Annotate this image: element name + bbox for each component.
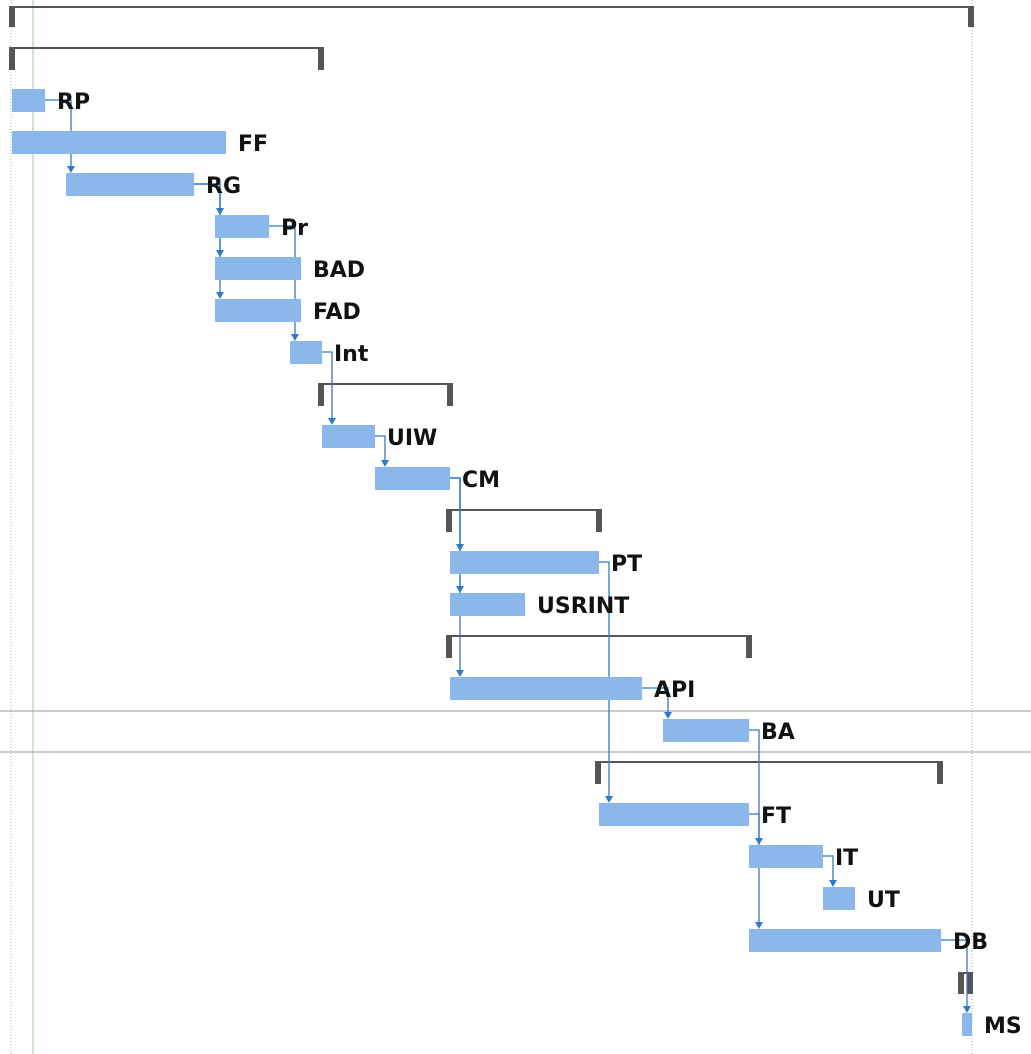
- task-bar-usrint[interactable]: [450, 593, 525, 616]
- task-bar-rg[interactable]: [66, 173, 194, 196]
- task-label-int: Int: [334, 342, 369, 367]
- task-bar-db[interactable]: [749, 929, 941, 952]
- summary-bar-backend[interactable]: [446, 635, 752, 658]
- task-label-fad: FAD: [313, 300, 361, 325]
- task-bar-cm[interactable]: [375, 467, 450, 490]
- summary-bar-frontend[interactable]: [446, 509, 602, 532]
- dependency-link-db-ms: [941, 939, 971, 1013]
- task-bar-rp[interactable]: [12, 89, 45, 112]
- summary-bar-release[interactable]: [958, 972, 973, 994]
- task-label-rp: RP: [57, 90, 90, 115]
- task-label-cm: CM: [462, 468, 500, 493]
- task-label-ms: MS: [984, 1014, 1022, 1039]
- task-bar-api[interactable]: [450, 677, 642, 700]
- task-label-db: DB: [953, 930, 988, 955]
- task-label-api: API: [654, 678, 695, 703]
- task-label-it: IT: [835, 846, 858, 871]
- task-label-bad: BAD: [313, 258, 365, 283]
- task-label-uiw: UIW: [387, 426, 437, 451]
- task-bar-bad[interactable]: [215, 257, 301, 280]
- dependency-link-rg-fad: [194, 183, 224, 299]
- task-label-pr: Pr: [281, 216, 308, 241]
- task-bar-fad[interactable]: [215, 299, 301, 322]
- task-bar-ms[interactable]: [962, 1013, 972, 1036]
- dependency-link-uiw-cm: [375, 435, 389, 467]
- task-bar-int[interactable]: [290, 341, 322, 364]
- task-bar-ff[interactable]: [12, 131, 226, 154]
- summary-bar-testing[interactable]: [595, 761, 943, 784]
- task-bar-pt[interactable]: [450, 551, 599, 574]
- summary-bar-planning[interactable]: [9, 47, 324, 70]
- task-label-ff: FF: [238, 132, 268, 157]
- task-bars: [12, 89, 972, 1036]
- task-bar-ft[interactable]: [599, 803, 749, 826]
- task-bar-ba[interactable]: [663, 719, 749, 742]
- summary-bar-project[interactable]: [9, 6, 974, 27]
- task-label-ba: BA: [761, 720, 795, 745]
- dependency-link-ba-db: [749, 729, 763, 929]
- task-label-ut: UT: [867, 888, 900, 913]
- task-label-rg: RG: [206, 174, 241, 199]
- task-bar-ut[interactable]: [823, 887, 855, 910]
- dependency-link-cm-api: [450, 477, 464, 677]
- dependency-link-int-uiw: [322, 351, 336, 425]
- task-bar-pr[interactable]: [215, 215, 269, 238]
- dependency-link-pt-ft: [599, 561, 613, 803]
- dependency-link-pr-int: [269, 225, 299, 341]
- task-label-pt: PT: [611, 552, 642, 577]
- dependency-link-it-ut: [823, 855, 837, 887]
- summary-bar-design[interactable]: [318, 383, 453, 406]
- task-bar-it[interactable]: [749, 845, 823, 868]
- summary-bars: [9, 6, 974, 994]
- dependency-link-cm-usrint: [450, 477, 464, 593]
- task-label-usrint: USRINT: [537, 594, 629, 619]
- task-label-ft: FT: [761, 804, 791, 829]
- dependency-link-api-ba: [642, 687, 672, 719]
- task-bar-uiw[interactable]: [322, 425, 375, 448]
